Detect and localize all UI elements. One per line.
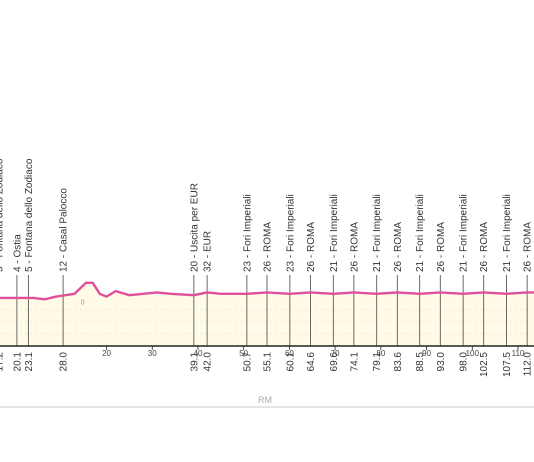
waypoint-km-label-14: 88.5	[415, 352, 426, 372]
waypoint-label-5: 32 - EUR	[203, 231, 214, 272]
waypoint-label-0: 5 - Fontana dello Zodiaco	[0, 158, 6, 272]
waypoint-label-3: 12 - Casal Palocco	[59, 188, 70, 272]
waypoint-km-label-9: 64.6	[306, 352, 317, 372]
waypoint-km-label-11: 74.1	[349, 352, 360, 372]
waypoint-label-6: 23 - Fori Imperiali	[242, 194, 253, 272]
waypoint-label-17: 26 - ROMA	[479, 222, 490, 272]
x-tick-label-80: 80	[376, 349, 385, 358]
waypoint-guides-layer	[16, 275, 528, 346]
region-label: RM	[258, 395, 272, 405]
waypoint-km-label-5: 42.0	[203, 352, 214, 372]
profile-area-layer	[0, 281, 534, 301]
waypoint-km-label-3: 28.0	[59, 352, 70, 372]
elevation-line	[0, 281, 534, 301]
waypoint-km-label-6: 50.7	[242, 352, 253, 372]
waypoint-km-label-16: 98.0	[459, 352, 470, 372]
x-tick-label-90: 90	[422, 349, 431, 358]
x-tick-label-100: 100	[466, 349, 480, 358]
x-tick-label-30: 30	[148, 349, 157, 358]
x-tick-label-40: 40	[194, 349, 203, 358]
x-tick-label-50: 50	[239, 349, 248, 358]
waypoint-label-15: 26 - ROMA	[436, 222, 447, 272]
waypoint-km-label-8: 60.1	[285, 352, 296, 372]
axis-layer	[0, 345, 534, 408]
waypoint-label-12: 21 - Fori Imperiali	[372, 194, 383, 272]
waypoint-km-label-1: 20.1	[12, 352, 23, 372]
waypoint-km-label-10: 69.6	[329, 352, 340, 372]
waypoint-km-label-7: 55.1	[263, 352, 274, 372]
waypoint-label-14: 21 - Fori Imperiali	[415, 194, 426, 272]
waypoint-label-1: 4 - Ostia	[12, 234, 23, 272]
waypoint-label-19: 26 - ROMA	[523, 222, 534, 272]
waypoint-km-label-2: 23.1	[24, 352, 35, 372]
waypoint-label-13: 26 - ROMA	[393, 222, 404, 272]
waypoint-label-9: 26 - ROMA	[306, 222, 317, 272]
waypoint-label-4: 20 - Uscita per EUR	[189, 183, 200, 272]
waypoint-km-label-18: 107.5	[502, 352, 513, 377]
waypoint-km-label-12: 79.1	[372, 352, 383, 372]
waypoint-label-16: 21 - Fori Imperiali	[459, 194, 470, 272]
x-tick-label-110: 110	[512, 349, 525, 358]
waypoint-label-10: 21 - Fori Imperiali	[329, 194, 340, 272]
x-tick-label-20: 20	[102, 349, 111, 358]
waypoint-km-label-0: 17.2	[0, 352, 6, 372]
waypoint-label-7: 26 - ROMA	[263, 222, 274, 272]
waypoint-km-label-13: 83.6	[393, 352, 404, 372]
waypoint-label-8: 23 - Fori Imperiali	[285, 194, 296, 272]
waypoint-label-2: 5 - Fontana dello Zodiaco	[24, 158, 35, 272]
waypoint-km-label-17: 102.5	[479, 352, 490, 377]
altitude-annotation-0: 0	[81, 300, 85, 307]
waypoint-label-11: 26 - ROMA	[349, 222, 360, 272]
waypoint-km-label-19: 112.0	[523, 352, 534, 377]
x-tick-label-70: 70	[331, 349, 340, 358]
waypoint-km-label-4: 39.1	[189, 352, 200, 372]
waypoint-km-label-15: 93.0	[436, 352, 447, 372]
labels-layer: 5 - Fontana dello Zodiaco 17.2 4 - Ostia 20…	[0, 158, 534, 405]
waypoint-label-18: 21 - Fori Imperiali	[502, 194, 513, 272]
x-tick-label-60: 60	[285, 349, 294, 358]
